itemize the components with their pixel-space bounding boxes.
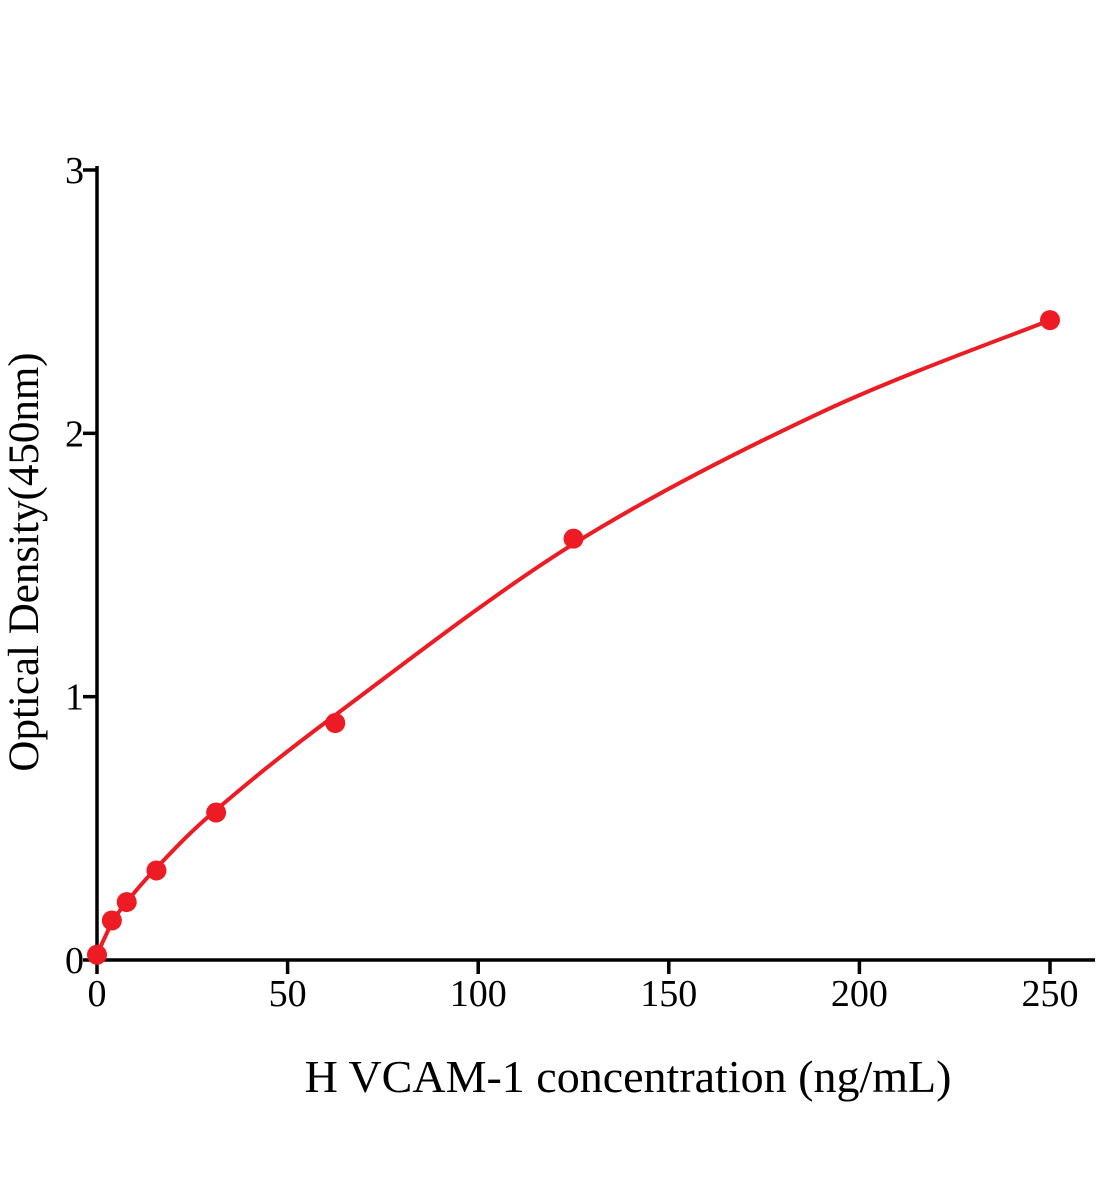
data-point: [87, 944, 107, 965]
x-tick-label: 250: [1022, 973, 1079, 1015]
x-axis-title: H VCAM-1 concentration (ng/mL): [305, 1051, 952, 1102]
data-point: [325, 713, 346, 733]
data-point: [146, 860, 167, 881]
y-tick-label: 3: [65, 150, 84, 192]
data-point: [206, 802, 227, 823]
y-tick-label: 2: [65, 413, 84, 455]
x-tick-label: 50: [269, 973, 307, 1015]
y-tick-label: 1: [65, 677, 84, 719]
x-tick-label: 200: [831, 973, 888, 1015]
data-point: [563, 528, 584, 549]
data-point: [1040, 310, 1060, 331]
y-tick-label: 0: [65, 940, 84, 982]
x-tick-label: 150: [640, 973, 697, 1015]
fit-curve: [95, 318, 1052, 957]
x-tick-label: 0: [88, 973, 107, 1015]
data-point: [101, 910, 122, 931]
data-point: [116, 892, 137, 913]
x-tick-label: 100: [450, 973, 507, 1015]
y-axis-title: Optical Density(450nm): [1, 352, 48, 771]
